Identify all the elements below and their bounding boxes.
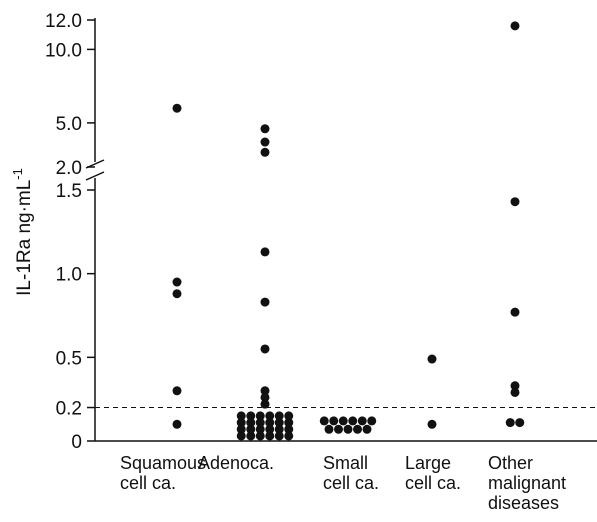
data-point <box>284 424 294 434</box>
data-point <box>284 411 294 421</box>
data-point <box>246 411 256 421</box>
y-tick-label: 12.0 <box>45 11 82 32</box>
data-point <box>255 411 265 421</box>
data-point <box>236 424 246 434</box>
data-point <box>324 424 334 434</box>
data-point <box>260 137 270 147</box>
y-tick-label: 10.0 <box>45 40 82 61</box>
data-points <box>172 21 525 441</box>
data-point <box>260 386 270 396</box>
data-point <box>274 411 284 421</box>
y-tick-label: 0.2 <box>56 399 82 420</box>
y-tick-label: 1.0 <box>56 265 82 286</box>
x-category-label: Adenoca. <box>198 453 274 473</box>
data-point <box>172 289 182 299</box>
data-point <box>510 381 520 391</box>
data-point <box>265 431 275 441</box>
data-point <box>284 431 294 441</box>
data-point <box>246 424 256 434</box>
data-point <box>246 418 256 428</box>
y-axis-label: IL-1Ra ng·mL-1 <box>10 168 35 296</box>
data-point <box>274 418 284 428</box>
data-point <box>353 424 362 434</box>
data-point <box>265 424 275 434</box>
x-category-label: cell ca. <box>323 473 379 493</box>
data-point <box>172 419 182 429</box>
data-point <box>319 416 329 426</box>
y-tick-label: 5.0 <box>56 114 82 135</box>
y-axis-label-superscript: -1 <box>10 168 25 180</box>
x-category-label: Small <box>323 453 368 473</box>
y-tick-label: 1.5 <box>56 181 82 202</box>
x-category-label: malignant <box>488 473 566 493</box>
data-point <box>246 431 256 441</box>
data-point <box>255 424 265 434</box>
x-category-label: diseases <box>488 493 559 513</box>
data-point <box>284 418 294 428</box>
data-point <box>362 424 372 434</box>
x-category-label: Squamous <box>120 453 206 473</box>
data-point <box>348 416 358 426</box>
data-point <box>367 416 377 426</box>
x-category-label: Other <box>488 453 533 473</box>
data-point <box>260 247 270 257</box>
y-tick-label: 0 <box>71 432 82 453</box>
data-point <box>255 418 265 428</box>
data-point <box>505 418 515 428</box>
x-category-label: cell ca. <box>120 473 176 493</box>
data-point <box>260 392 270 402</box>
axis-break-mark <box>85 171 105 181</box>
y-tick-label: 2.0 <box>56 158 82 179</box>
x-category-label: Large <box>405 453 451 473</box>
data-point <box>515 418 525 428</box>
x-category-label: cell ca. <box>405 473 461 493</box>
data-point <box>265 418 275 428</box>
y-axis: 0 0.2 0.5 1.0 1.52.0 5.0 10.0 12.0 <box>45 11 105 453</box>
data-point <box>260 344 270 354</box>
y-axis-label-text: IL-1Ra ng·mL <box>14 180 35 296</box>
data-point <box>260 147 270 157</box>
data-point <box>260 297 270 307</box>
data-point <box>265 411 275 421</box>
data-point <box>172 277 182 287</box>
data-point <box>510 387 520 397</box>
data-point <box>236 431 246 441</box>
data-point <box>357 416 367 426</box>
data-point <box>236 411 246 421</box>
data-point <box>510 197 520 207</box>
data-point <box>338 416 348 426</box>
data-point <box>172 103 182 113</box>
y-tick-label: 0.5 <box>56 348 82 369</box>
data-point <box>334 424 343 434</box>
data-point <box>255 431 265 441</box>
data-point <box>274 431 284 441</box>
data-point <box>427 419 437 429</box>
data-point <box>172 386 182 396</box>
data-point <box>329 416 339 426</box>
data-point <box>260 124 270 134</box>
y-ticks: 0 0.2 0.5 1.0 1.52.0 5.0 10.0 12.0 <box>45 11 95 453</box>
data-point <box>343 424 353 434</box>
data-point <box>510 307 520 317</box>
data-point <box>510 21 520 31</box>
data-point <box>236 418 246 428</box>
data-point <box>260 399 270 409</box>
data-point <box>427 354 437 364</box>
data-point <box>274 424 284 434</box>
